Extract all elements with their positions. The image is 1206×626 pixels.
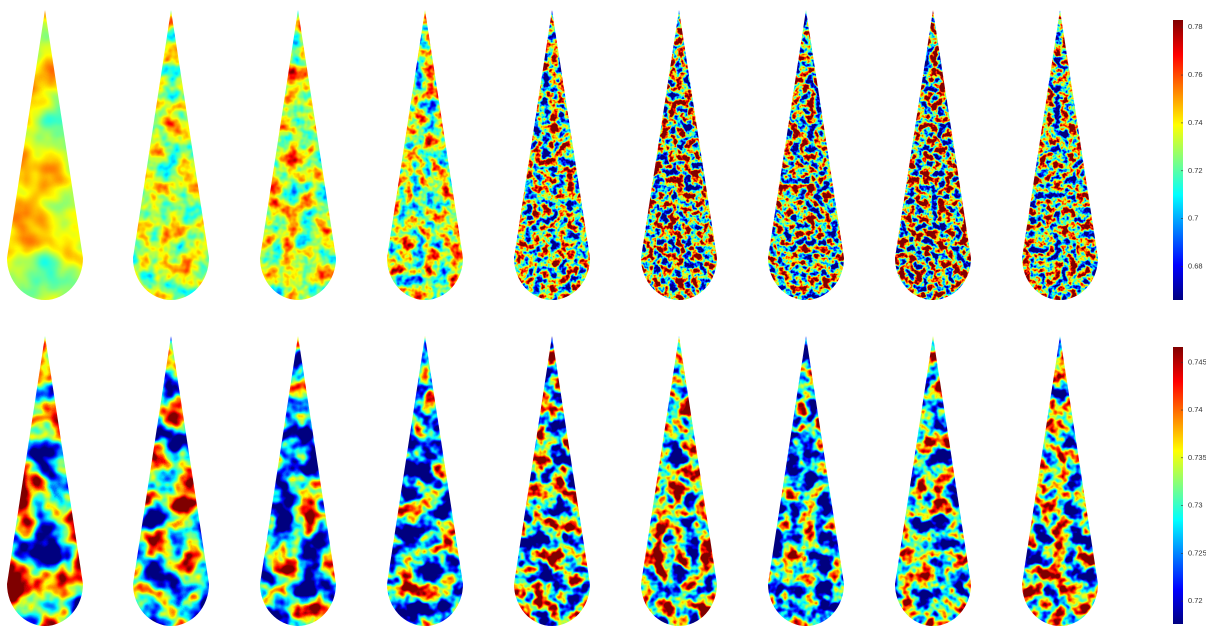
colorbar-tick-label: 0.76 <box>1188 70 1203 79</box>
cone <box>768 10 844 300</box>
cone <box>260 336 336 626</box>
cone <box>133 10 209 300</box>
colorbar-tick-label: 0.72 <box>1188 166 1203 175</box>
cone <box>1022 336 1098 626</box>
cone <box>387 336 463 626</box>
colorbar-tick-label: 0.74 <box>1188 118 1203 127</box>
colorbar-tick-label: 0.73 <box>1188 501 1203 510</box>
colorbar-tick-label: 0.78 <box>1188 22 1203 31</box>
cone <box>260 10 336 300</box>
cone <box>133 336 209 626</box>
colorbar <box>1173 20 1183 300</box>
colorbar-tick-label: 0.72 <box>1188 596 1203 605</box>
cone <box>641 10 717 300</box>
cone <box>387 10 463 300</box>
colorbar-tick-label: 0.68 <box>1188 261 1203 270</box>
cone <box>7 336 83 626</box>
cone <box>514 10 590 300</box>
cone <box>514 336 590 626</box>
cone <box>641 336 717 626</box>
colorbar-tick-label: 0.74 <box>1188 405 1203 414</box>
cone <box>1022 10 1098 300</box>
cone <box>768 336 844 626</box>
cone <box>7 10 83 300</box>
colorbar-tick-label: 0.735 <box>1188 453 1206 462</box>
colorbar-tick-label: 0.745 <box>1188 357 1206 366</box>
cone <box>895 10 971 300</box>
cone <box>895 336 971 626</box>
colorbar-tick-label: 0.725 <box>1188 548 1206 557</box>
colorbar-tick-label: 0.7 <box>1188 214 1198 223</box>
colorbar <box>1173 347 1183 624</box>
